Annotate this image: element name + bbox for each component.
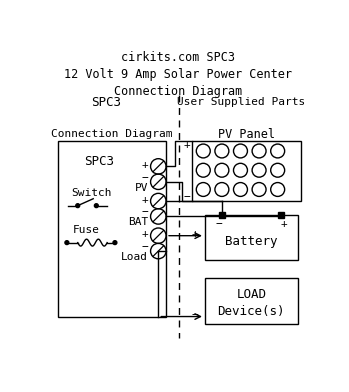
Circle shape [94,204,98,208]
Text: +: + [281,219,287,229]
Text: SPC3: SPC3 [84,154,114,167]
Text: −: − [192,310,199,320]
Text: Switch: Switch [72,188,112,198]
Text: −: − [141,207,148,217]
Text: Connection Diagram: Connection Diagram [51,129,172,139]
Text: −: − [184,192,191,202]
Text: +: + [141,160,148,170]
Text: +: + [192,229,199,239]
Text: User Supplied Parts: User Supplied Parts [177,98,305,107]
Text: PV Panel: PV Panel [218,127,275,141]
Text: Fuse: Fuse [73,225,100,235]
Text: +: + [141,229,148,239]
Text: Battery: Battery [225,235,277,249]
Text: −: − [215,219,222,229]
Text: BAT: BAT [128,217,148,227]
Bar [205,215,298,260]
Text: cirkits.com SPC3
12 Volt 9 Amp Solar Power Center
Connection Diagram: cirkits.com SPC3 12 Volt 9 Amp Solar Pow… [65,51,292,98]
Bar [192,141,301,201]
Circle shape [76,204,80,208]
Text: −: − [141,172,148,183]
Text: +: + [184,140,191,150]
Circle shape [113,241,117,245]
Text: −: − [141,242,148,252]
Circle shape [65,241,69,245]
Text: LOAD
Device(s): LOAD Device(s) [217,288,285,318]
Text: SPC3: SPC3 [91,96,121,109]
Text: +: + [141,194,148,205]
Bar [205,278,298,324]
Bar [58,141,166,317]
Text: PV: PV [135,183,148,192]
Text: Load: Load [121,252,148,262]
